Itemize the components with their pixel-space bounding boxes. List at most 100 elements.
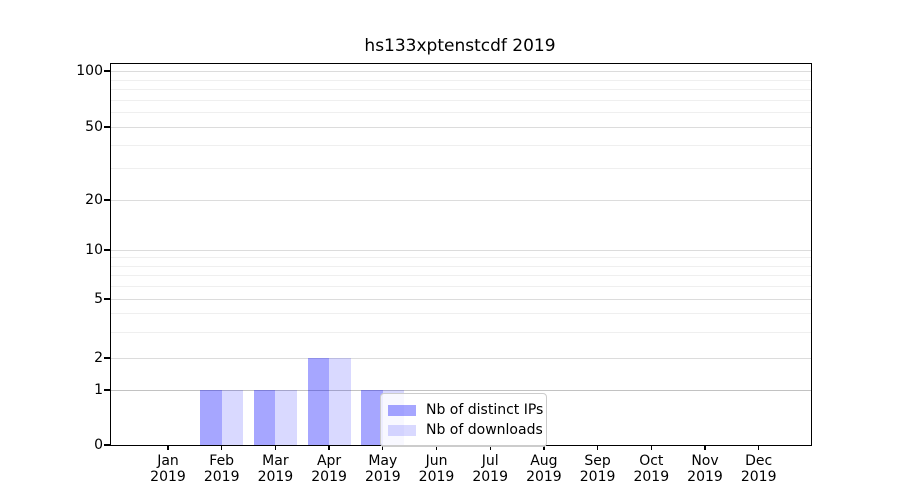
x-tick-month: Jul	[481, 453, 499, 469]
bar-downloads-apr	[329, 358, 351, 445]
x-tick-year: 2019	[203, 469, 240, 485]
gridline-minor	[111, 265, 811, 267]
x-tick-mark	[274, 445, 277, 450]
bar-distinct-ips-apr	[307, 358, 330, 445]
y-tick-mark	[104, 389, 110, 391]
legend-item-downloads: Nb of downloads	[388, 420, 543, 440]
y-tick-label-20: 20	[85, 192, 103, 208]
legend-box: Nb of distinct IPs Nb of downloads	[380, 393, 547, 447]
x-tick-label-dec: Dec 2019	[723, 453, 795, 485]
y-tick-label-1: 1	[94, 382, 103, 398]
x-tick-label-jan: Jan 2019	[132, 453, 204, 485]
bar-downloads-mar	[275, 390, 297, 445]
gridline-minor	[111, 257, 811, 259]
x-tick-year: 2019	[418, 469, 455, 485]
x-tick-mark	[704, 445, 706, 450]
x-tick-year: 2019	[150, 469, 186, 485]
gridline-major	[111, 71, 811, 72]
x-tick-month: Jun	[425, 453, 448, 469]
gridline-minor	[111, 144, 811, 146]
x-tick-label-jul: Jul 2019	[454, 453, 526, 485]
bar-distinct-ips-mar	[253, 390, 276, 445]
bar-downloads-feb	[221, 390, 244, 445]
x-tick-label-oct: Oct 2019	[615, 453, 687, 485]
x-tick-label-nov: Nov 2019	[669, 453, 741, 485]
x-tick-mark	[328, 445, 330, 450]
y-tick-label-10: 10	[85, 242, 103, 258]
gridline-minor	[111, 89, 811, 91]
gridline-minor	[111, 331, 811, 333]
x-tick-mark	[543, 445, 545, 450]
y-tick-mark	[104, 357, 110, 359]
x-tick-mark	[650, 445, 652, 450]
x-tick-month: Oct	[639, 453, 664, 469]
gridline-major	[111, 200, 811, 201]
x-tick-month: Jan	[157, 453, 179, 469]
gridline-major	[111, 250, 811, 251]
y-tick-mark	[104, 126, 110, 128]
x-tick-label-may: May 2019	[347, 453, 419, 485]
gridline-minor	[111, 275, 811, 277]
x-tick-year: 2019	[579, 469, 616, 485]
x-tick-label-apr: Apr 2019	[293, 453, 365, 485]
x-tick-label-aug: Aug 2019	[508, 453, 580, 485]
bar-distinct-ips-may	[361, 390, 383, 445]
y-tick-mark	[104, 444, 110, 446]
x-tick-label-mar: Mar 2019	[239, 453, 311, 485]
gridline-major	[111, 358, 811, 359]
y-tick-mark	[104, 70, 110, 72]
x-tick-month: May	[368, 453, 398, 469]
x-tick-mark	[758, 445, 760, 450]
y-tick-label-0: 0	[94, 437, 103, 453]
gridline-minor	[111, 313, 811, 315]
gridline-major	[111, 299, 811, 300]
x-tick-month: Aug	[530, 453, 558, 469]
legend-swatch-downloads-icon	[388, 424, 416, 436]
y-tick-label-2: 2	[94, 350, 103, 366]
x-tick-month: Nov	[691, 453, 719, 469]
legend-item-distinct-ips: Nb of distinct IPs	[388, 400, 543, 420]
x-tick-month: Dec	[745, 453, 773, 469]
x-tick-label-jun: Jun 2019	[401, 453, 473, 485]
chart-title: hs133xptenstcdf 2019	[364, 36, 556, 56]
x-tick-year: 2019	[472, 469, 508, 485]
x-tick-mark	[489, 445, 491, 450]
gridline-major	[111, 127, 811, 128]
bar-distinct-ips-feb	[200, 390, 222, 445]
x-tick-year: 2019	[257, 469, 294, 485]
gridline-minor	[111, 112, 811, 114]
x-tick-mark	[435, 445, 438, 450]
legend-swatch-distinct-ips-icon	[388, 404, 416, 416]
y-tick-label-5: 5	[94, 291, 103, 307]
legend-label-downloads: Nb of downloads	[426, 422, 543, 438]
x-tick-year: 2019	[311, 469, 347, 485]
gridline-minor	[111, 167, 811, 169]
x-tick-label-sep: Sep 2019	[562, 453, 634, 485]
x-tick-month: Mar	[262, 453, 289, 469]
y-tick-label-50: 50	[85, 119, 103, 135]
x-tick-year: 2019	[687, 469, 723, 485]
legend-label-distinct-ips: Nb of distinct IPs	[426, 402, 544, 418]
x-tick-year: 2019	[633, 469, 670, 485]
gridline-minor	[111, 79, 811, 81]
y-tick-mark	[104, 199, 110, 201]
x-tick-label-feb: Feb 2019	[186, 453, 258, 485]
x-tick-mark	[167, 445, 169, 450]
x-tick-month: Feb	[209, 453, 235, 469]
x-tick-mark	[382, 445, 384, 450]
y-tick-mark	[104, 298, 110, 300]
gridline-minor	[111, 99, 811, 101]
x-tick-year: 2019	[740, 469, 777, 485]
x-tick-month: Sep	[584, 453, 611, 469]
x-tick-month: Apr	[316, 453, 342, 469]
gridline-major	[111, 390, 811, 391]
x-tick-year: 2019	[526, 469, 562, 485]
y-tick-mark	[104, 249, 110, 251]
y-tick-label-100: 100	[76, 63, 103, 79]
x-tick-year: 2019	[364, 469, 401, 485]
x-tick-mark	[596, 445, 599, 450]
gridline-minor	[111, 286, 811, 288]
x-tick-mark	[221, 445, 223, 450]
plot-area: Jan 2019 Feb 2019 Mar 2019 Apr 2019 May 2019 Jun 20…	[76, 63, 812, 485]
